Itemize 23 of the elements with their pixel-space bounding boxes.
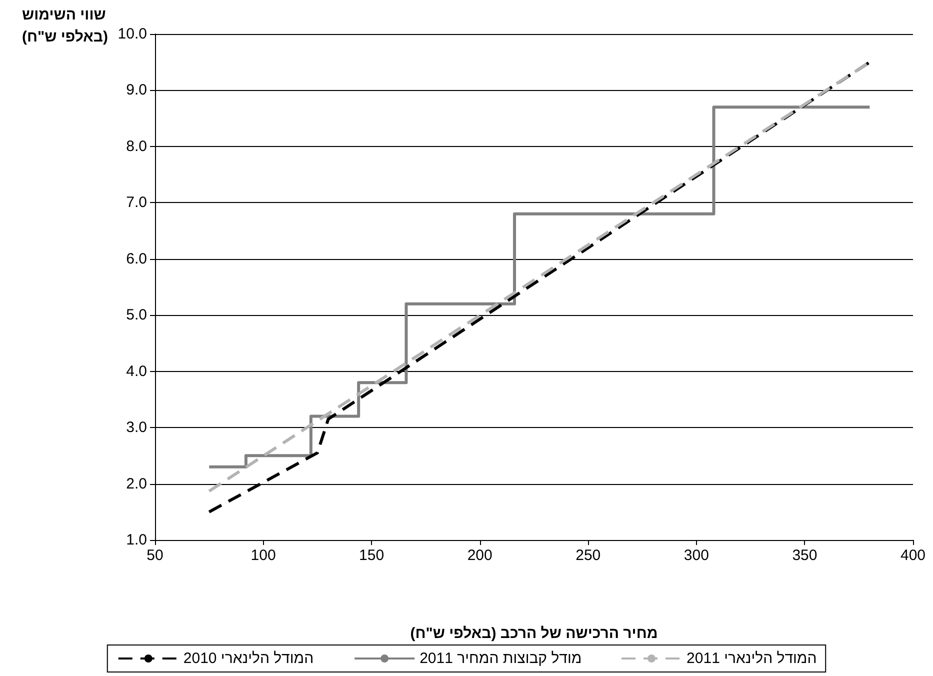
y-tick-label: 9.0 [126, 82, 147, 99]
x-tick-label: 150 [359, 547, 384, 564]
x-tick-label: 50 [146, 547, 164, 564]
legend-label: המודל הלינארי 2010 [183, 650, 314, 667]
y-tick-label: 1.0 [126, 532, 147, 548]
x-tick-label: 100 [250, 547, 276, 564]
y-tick-label: 6.0 [126, 250, 147, 268]
x-tick-label: 250 [576, 547, 601, 564]
x-tick-label: 200 [467, 547, 492, 564]
y-tick-label: 2.0 [126, 475, 147, 492]
x-axis-title: מחיר הרכישה של הרכב (באלפי ש"ח) [410, 625, 658, 642]
legend-label: המודל הלינארי 2011 [686, 650, 817, 667]
legend-label: מודל קבוצות המחיר 2011 [420, 650, 582, 667]
y-tick-label: 4.0 [126, 362, 147, 380]
y-tick-label: 8.0 [126, 138, 147, 155]
x-tick-label: 400 [900, 547, 926, 564]
y-tick-label: 3.0 [126, 419, 147, 436]
x-tick-label: 300 [684, 547, 709, 564]
y-axis-title: שווי השימוש (באלפי ש"ח) [22, 6, 108, 46]
x-tick-label: 350 [792, 547, 818, 564]
y-tick-label: 7.0 [126, 194, 147, 212]
y-tick-label: 10.0 [118, 26, 147, 42]
y-tick-label: 5.0 [126, 306, 147, 324]
